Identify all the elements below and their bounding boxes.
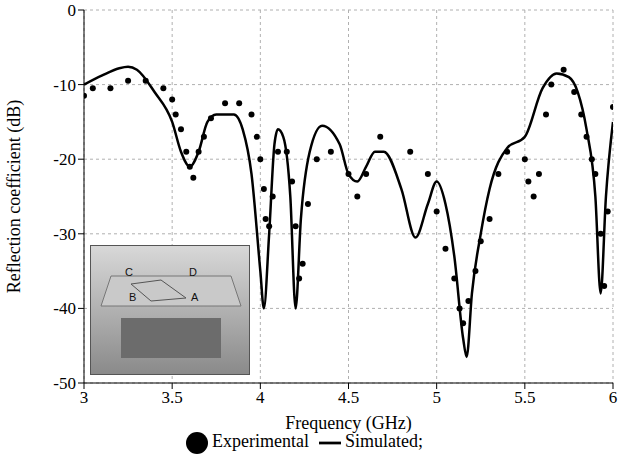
svg-text:5.5: 5.5 (514, 388, 535, 407)
svg-text:-10: -10 (53, 76, 76, 95)
svg-text:Frequency (GHz): Frequency (GHz) (285, 413, 411, 434)
svg-text:-30: -30 (53, 225, 76, 244)
html-text:Simulated;: Simulated; (345, 431, 423, 451)
svg-text:B: B (129, 291, 136, 303)
svg-text:6: 6 (609, 388, 618, 407)
svg-text:-40: -40 (53, 299, 76, 318)
svg-text:5: 5 (432, 388, 441, 407)
svg-text:A: A (191, 291, 199, 303)
svg-text:4: 4 (256, 388, 265, 407)
svg-text:4.5: 4.5 (338, 388, 359, 407)
html-text:Experimental: Experimental (212, 431, 309, 451)
svg-text:3: 3 (80, 388, 89, 407)
svg-text:-50: -50 (53, 374, 76, 393)
svg-text:-20: -20 (53, 150, 76, 169)
svg-text:3.5: 3.5 (162, 388, 183, 407)
svg-text:C: C (125, 266, 133, 278)
svg-text:D: D (189, 266, 197, 278)
svg-text:Reflection coefficient (dB): Reflection coefficient (dB) (4, 100, 25, 294)
svg-text:0: 0 (68, 1, 77, 20)
